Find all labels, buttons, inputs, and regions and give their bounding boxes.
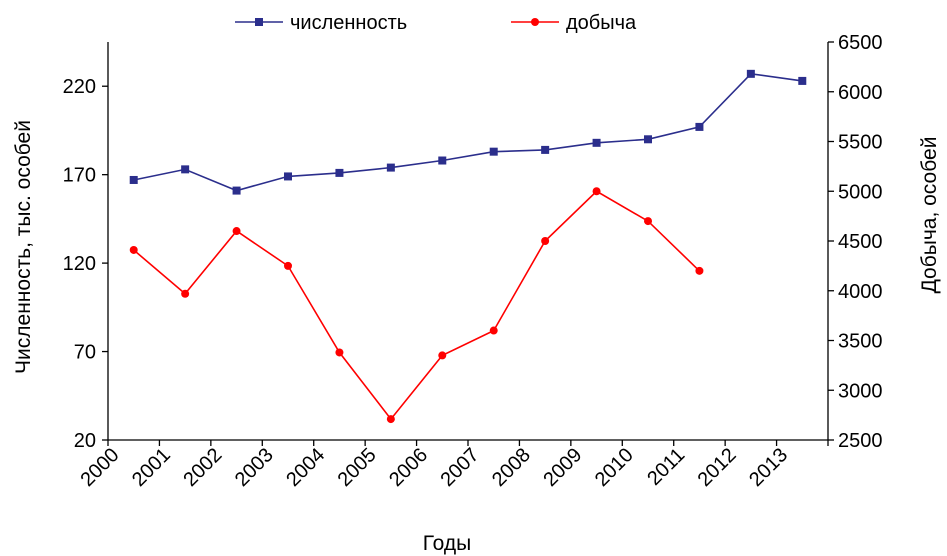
y-axis-right-title: Добыча, особей [918,137,941,294]
legend-label-добыча: добыча [566,12,637,34]
x-tick-label: 2003 [231,444,278,491]
x-tick-label: 2004 [282,444,329,491]
data-point [644,135,652,144]
x-tick-label: 2001 [128,444,175,491]
data-point [695,122,704,131]
x-tick-label: 2005 [334,444,381,491]
y-left-tick-label: 120 [63,253,96,275]
data-point [232,186,241,195]
y-right-tick-label: 4000 [838,281,883,303]
data-point [284,261,292,270]
data-point [335,168,344,177]
y-left-tick-label: 20 [74,430,96,452]
data-point [489,326,498,335]
x-tick-label: 2010 [591,444,638,491]
axes: 20 70 120 170 220 2500 3000 3500 4000 4500 5000 550… [63,32,883,491]
data-point [232,227,241,236]
data-point [181,289,190,298]
data-point [438,351,447,360]
x-tick-label: 2011 [643,444,689,490]
y-right-tick-label: 5500 [838,132,883,154]
y-left-tick-label: 170 [63,165,96,187]
data-point [438,156,447,165]
legend-marker-добыча [531,18,539,26]
y-right-tick-label: 2500 [838,430,883,452]
data-point [592,187,601,196]
x-tick-label: 2002 [179,444,226,491]
x-tick-label: 2006 [385,444,432,491]
y-right-tick-label: 6500 [838,32,883,54]
data-point [129,175,138,184]
y-right-tick-label: 3500 [838,331,883,353]
x-tick-label: 2009 [539,444,586,491]
y-left-tick-label: 220 [63,76,96,98]
x-tick-label: 2013 [745,444,792,491]
data-point [284,172,292,181]
data-point [489,147,498,156]
data-point [695,266,704,275]
y-right-tick-label: 6000 [838,82,883,104]
y-right-tick-label: 4500 [838,231,883,253]
y-right-tick-label: 5000 [838,181,883,203]
series-line-добыча [133,190,700,421]
data-point [644,217,652,226]
legend-label-численность: численность [290,12,407,34]
x-tick-label: 2012 [694,444,741,491]
y-axis-left-title: Численность, тыс. особей [12,120,35,374]
series-line-численность [133,72,803,192]
y-right-tick-label: 3000 [838,380,883,402]
series-layer [129,69,807,424]
y-left-tick-label: 70 [74,342,96,364]
data-point [129,245,138,254]
data-point [335,348,344,357]
legend-marker-численность [255,18,263,26]
x-tick-label: 2008 [488,444,535,491]
data-point [798,76,807,85]
data-point [541,237,550,245]
data-point [746,69,755,78]
data-point [592,138,601,147]
data-point [386,415,395,424]
data-point [541,145,550,154]
data-point [386,163,395,172]
x-axis-title: Годы [423,532,472,555]
legend: численность добыча [235,12,637,34]
data-point [181,165,190,174]
x-tick-label: 2007 [437,444,484,491]
